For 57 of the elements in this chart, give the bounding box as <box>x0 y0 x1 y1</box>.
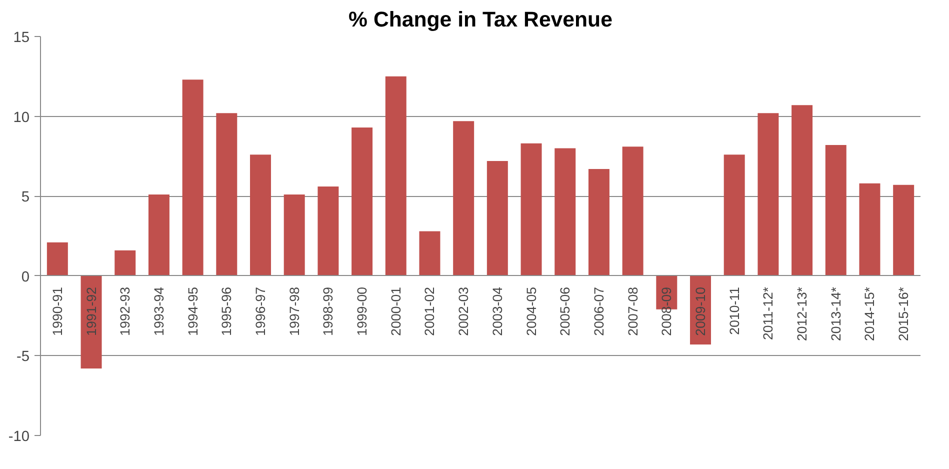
bar <box>520 143 542 276</box>
bar <box>588 168 610 276</box>
x-tick-label: 2014-15* <box>862 286 878 341</box>
x-tick-label: 2009-10 <box>693 286 708 336</box>
bar <box>825 145 846 276</box>
x-tick-label: 2003-04 <box>490 286 505 336</box>
bar <box>80 276 102 368</box>
x-tick-label: 2006-07 <box>591 286 606 336</box>
bar <box>284 194 305 276</box>
x-tick-label: 2000-01 <box>388 286 404 336</box>
bar <box>182 80 204 276</box>
x-tick-label: 2013-14* <box>828 286 844 341</box>
bar <box>859 183 880 276</box>
bar <box>250 154 271 276</box>
x-tick-label: 1995-96 <box>219 286 234 336</box>
bar <box>419 231 440 276</box>
x-tick-label: 2012-13* <box>794 286 810 341</box>
x-tick-label: 2011-12* <box>760 286 776 340</box>
x-tick-label: 1996-97 <box>253 286 268 336</box>
x-tick-label: 1997-98 <box>286 286 302 336</box>
x-tick-label: 1990-91 <box>50 286 65 336</box>
bar <box>486 160 508 276</box>
bar <box>893 184 914 276</box>
bar <box>385 76 406 276</box>
x-tick-label: 1999-00 <box>354 286 370 336</box>
y-tick-label: -10 <box>8 429 30 445</box>
x-tick-label: 1991-92 <box>84 286 99 336</box>
bar <box>724 154 745 276</box>
x-tick-label: 1998-99 <box>320 286 336 336</box>
x-tick-label: 2007-08 <box>625 286 640 336</box>
x-tick-label: 1994-95 <box>185 286 200 336</box>
y-tick-label: 10 <box>13 110 30 126</box>
bar <box>46 242 68 276</box>
bar <box>148 194 170 276</box>
x-tick-label: 2015-16* <box>896 286 912 341</box>
bar <box>216 113 238 276</box>
bar <box>622 146 644 276</box>
x-tick-label: 2010-11 <box>726 286 742 335</box>
bar <box>554 148 576 276</box>
x-tick-label: 1992-93 <box>118 286 133 336</box>
bar <box>792 105 813 276</box>
x-tick-label: 2001-02 <box>422 286 438 336</box>
bar <box>453 121 474 276</box>
bar <box>352 127 373 276</box>
y-tick-label: -5 <box>16 349 30 366</box>
y-tick-label: 0 <box>21 269 30 286</box>
bar <box>758 113 779 276</box>
x-tick-label: 2008-09 <box>659 286 674 336</box>
y-tick-label: 15 <box>13 30 30 46</box>
x-tick-label: 2004-05 <box>524 286 539 336</box>
x-tick-label: 2002-03 <box>456 286 472 336</box>
x-tick-label: 1993-94 <box>151 286 166 336</box>
y-tick-label: 5 <box>21 190 30 206</box>
x-tick-label: 2005-06 <box>558 286 573 336</box>
bar <box>318 186 339 276</box>
bar <box>114 250 136 276</box>
chart-title: % Change in Tax Revenue <box>348 8 613 32</box>
